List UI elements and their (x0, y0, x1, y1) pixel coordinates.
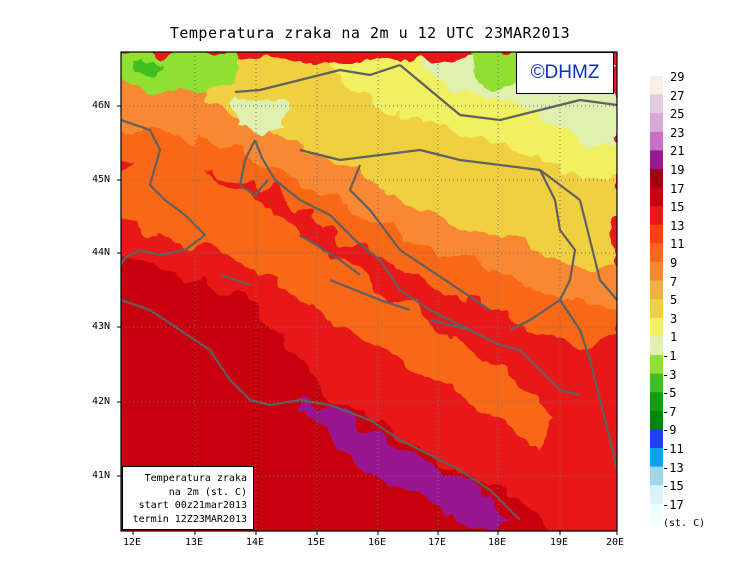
lon-tick-label: 15E (307, 537, 326, 548)
legend-label: 1 (670, 330, 678, 345)
istria (238, 139, 269, 197)
legend-label: 23 (670, 125, 685, 140)
legend-label: -11 (662, 442, 684, 456)
legend-swatch (650, 485, 663, 505)
lon-tick-label: 13E (185, 537, 204, 548)
legend-swatch (650, 262, 663, 282)
legend-swatch (650, 355, 663, 375)
legend-label: 19 (670, 163, 685, 177)
graticule (121, 52, 617, 531)
lat-tick-label: 45N (92, 174, 111, 185)
legend-label: -5 (662, 386, 677, 401)
legend-label: 9 (670, 256, 678, 270)
info-box: Temperatura zraka na 2m (st. C) start 00… (122, 466, 254, 530)
dhmz-copyright-logo: ©DHMZ (516, 52, 614, 94)
legend-label: 25 (670, 107, 685, 122)
legend-swatch (650, 317, 663, 337)
legend-swatch (650, 187, 663, 207)
italy-south-coast (121, 298, 521, 521)
legend-swatch (650, 113, 663, 133)
legend-swatch (650, 466, 663, 486)
croatia-coast (253, 139, 581, 397)
legend-label: -13 (662, 460, 684, 475)
island-3 (429, 318, 491, 341)
legend-label: -7 (662, 404, 677, 419)
legend-swatch (650, 94, 663, 114)
legend-swatch (650, 131, 663, 151)
lon-tick-label: 16E (368, 537, 387, 548)
hungary-border (399, 64, 617, 122)
legend-swatch (650, 410, 663, 430)
legend-swatch (650, 150, 663, 170)
info-line: termin 12Z23MAR2013 (132, 513, 247, 525)
lat-tick-label: 43N (92, 321, 111, 332)
legend-swatch (650, 280, 663, 300)
legend-label: -17 (662, 497, 684, 512)
legend-label: 21 (670, 144, 685, 159)
legend-label: 5 (670, 293, 678, 308)
legend-label: 7 (670, 274, 678, 289)
legend-label: -9 (662, 423, 677, 438)
island-1 (299, 234, 361, 276)
legend-swatch (650, 224, 663, 244)
lon-tick-label: 17E (428, 537, 447, 548)
legend-swatch (650, 503, 663, 523)
legend-swatch (650, 448, 663, 468)
legend-swatch (650, 206, 663, 226)
lon-tick-label: 20E (606, 537, 625, 548)
legend-swatch (650, 392, 663, 412)
bosnia-border-west (348, 164, 491, 311)
legend-label: 3 (670, 311, 678, 326)
montenegro-albania (559, 299, 617, 471)
color-legend (650, 76, 663, 523)
info-line: Temperatura zraka (144, 473, 247, 484)
bosnia-border-east (509, 169, 577, 331)
legend-label: 27 (670, 88, 685, 103)
legend-swatch (650, 429, 663, 449)
lon-tick-label: 18E (488, 537, 507, 548)
map-title: Temperatura zraka na 2m u 12 UTC 23MAR20… (169, 24, 571, 42)
legend-swatch (650, 373, 663, 393)
info-line: na 2m (st. C) (168, 486, 247, 498)
legend-swatch (650, 336, 663, 356)
legend-swatch (650, 243, 663, 263)
island-2 (329, 278, 411, 312)
lon-tick-label: 12E (123, 537, 142, 548)
legend-label: 11 (670, 237, 685, 252)
map-frame (120, 51, 618, 532)
lat-tick-label: 41N (92, 470, 111, 481)
legend-swatch (650, 169, 663, 189)
legend-swatch (650, 299, 663, 319)
lat-tick-label: 44N (92, 247, 111, 258)
legend-swatch (650, 76, 663, 96)
legend-label: 29 (670, 70, 685, 84)
bosnia-border-north (299, 148, 581, 201)
legend-label: -3 (662, 367, 677, 382)
serbia-border (578, 199, 617, 301)
legend-unit: (st. C) (663, 518, 706, 529)
lon-tick-label: 19E (550, 537, 569, 548)
lon-tick-label: 14E (246, 537, 265, 548)
legend-label: 15 (670, 200, 685, 215)
legend-label: -15 (662, 479, 684, 494)
info-line: start 00z21mar2013 (138, 500, 247, 511)
legend-label: 17 (670, 181, 685, 196)
lat-tick-label: 42N (92, 396, 111, 407)
coastlines-borders (121, 63, 617, 521)
island-4 (219, 273, 251, 287)
legend-label: 13 (670, 218, 685, 233)
slovenia-border (234, 63, 401, 94)
legend-label: -1 (662, 349, 677, 363)
lat-tick-label: 46N (92, 100, 111, 111)
temperature-field (121, 52, 617, 531)
tick-marks (117, 105, 618, 535)
